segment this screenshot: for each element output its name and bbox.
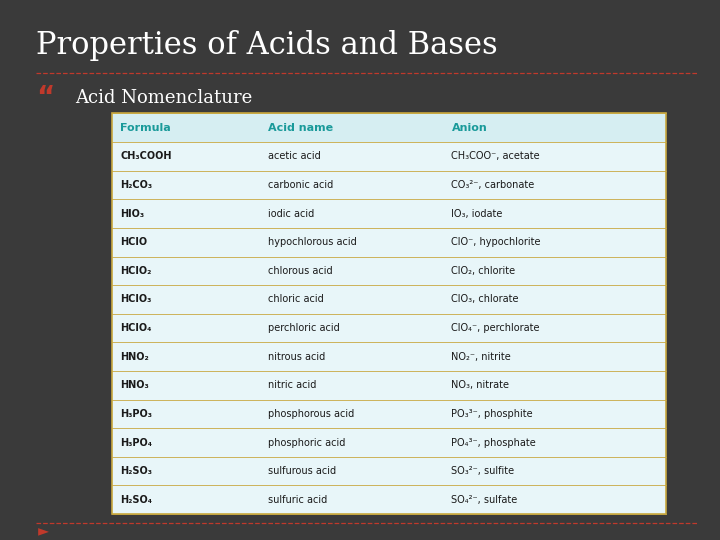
Text: NO₃, nitrate: NO₃, nitrate [451,380,510,390]
Bar [112,171,666,199]
Text: HNO₂: HNO₂ [120,352,149,362]
Text: iodic acid: iodic acid [268,208,314,219]
Text: Properties of Acids and Bases: Properties of Acids and Bases [36,30,498,60]
Bar [112,314,666,342]
Bar [112,199,666,228]
Text: SO₄²⁻, sulfate: SO₄²⁻, sulfate [451,495,518,505]
Text: HClO: HClO [120,237,148,247]
Text: carbonic acid: carbonic acid [268,180,333,190]
Text: CH₃COO⁻, acetate: CH₃COO⁻, acetate [451,151,540,161]
Text: phosphoric acid: phosphoric acid [268,437,345,448]
Bar [112,485,666,514]
Bar [112,256,666,285]
Text: HClO₂: HClO₂ [120,266,152,276]
Text: sulfuric acid: sulfuric acid [268,495,327,505]
Text: PO₄³⁻, phosphate: PO₄³⁻, phosphate [451,437,536,448]
Polygon shape [38,528,49,536]
Text: chloric acid: chloric acid [268,294,323,305]
Text: H₂SO₃: H₂SO₃ [120,466,152,476]
Bar [112,285,666,314]
Text: H₃PO₄: H₃PO₄ [120,437,152,448]
Text: acetic acid: acetic acid [268,151,320,161]
Text: HClO₃: HClO₃ [120,294,152,305]
Text: CO₃²⁻, carbonate: CO₃²⁻, carbonate [451,180,535,190]
Text: H₂SO₄: H₂SO₄ [120,495,152,505]
Text: Anion: Anion [451,123,487,133]
Text: chlorous acid: chlorous acid [268,266,333,276]
Text: H₂CO₃: H₂CO₃ [120,180,153,190]
Bar [112,342,666,371]
Bar [112,142,666,171]
Text: Acid Nomenclature: Acid Nomenclature [76,89,253,107]
Text: HClO₄: HClO₄ [120,323,152,333]
Text: H₃PO₃: H₃PO₃ [120,409,152,419]
Text: hypochlorous acid: hypochlorous acid [268,237,356,247]
Text: Formula: Formula [120,123,171,133]
Bar [112,457,666,485]
Bar [112,113,666,142]
Text: CH₃COOH: CH₃COOH [120,151,172,161]
Text: ClO₂, chlorite: ClO₂, chlorite [451,266,516,276]
Text: nitrous acid: nitrous acid [268,352,325,362]
Text: ClO⁻, hypochlorite: ClO⁻, hypochlorite [451,237,541,247]
Text: ClO₃, chlorate: ClO₃, chlorate [451,294,519,305]
Text: Acid name: Acid name [268,123,333,133]
Text: NO₂⁻, nitrite: NO₂⁻, nitrite [451,352,511,362]
Text: perchloric acid: perchloric acid [268,323,340,333]
Text: PO₃³⁻, phosphite: PO₃³⁻, phosphite [451,409,533,419]
Bar [112,400,666,428]
Bar [112,371,666,400]
Text: nitric acid: nitric acid [268,380,316,390]
Text: HNO₃: HNO₃ [120,380,149,390]
Bar [112,228,666,256]
Text: phosphorous acid: phosphorous acid [268,409,354,419]
Text: sulfurous acid: sulfurous acid [268,466,336,476]
Text: “: “ [36,84,54,112]
Text: IO₃, iodate: IO₃, iodate [451,208,503,219]
Bar [112,428,666,457]
Text: SO₃²⁻, sulfite: SO₃²⁻, sulfite [451,466,515,476]
Bar [112,113,666,514]
Text: ClO₄⁻, perchlorate: ClO₄⁻, perchlorate [451,323,540,333]
Text: HIO₃: HIO₃ [120,208,145,219]
